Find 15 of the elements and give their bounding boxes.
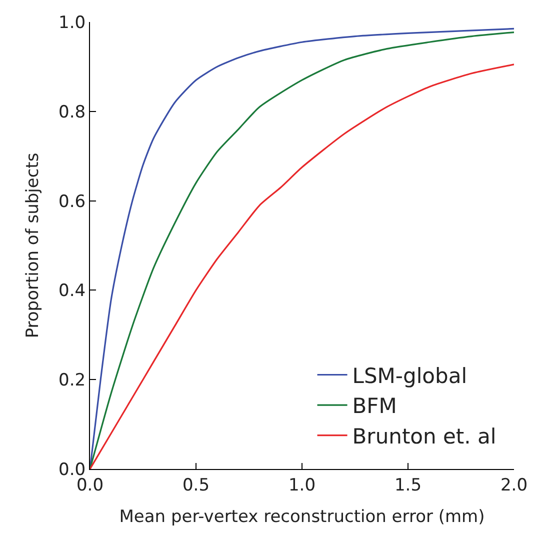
y-axis-title: Proportion of subjects bbox=[23, 152, 44, 338]
y-tick-label: 0.6 bbox=[58, 192, 86, 212]
x-tick-label: 0.0 bbox=[76, 475, 104, 496]
x-tick-label: 0.5 bbox=[182, 475, 210, 496]
y-tick-label: 0.4 bbox=[58, 281, 86, 302]
legend-label: BFM bbox=[352, 394, 397, 418]
y-tick-label: 1.0 bbox=[58, 12, 86, 33]
x-tick-label: 1.5 bbox=[394, 475, 422, 496]
y-tick-label: 0.2 bbox=[58, 370, 86, 391]
x-tick-label: 2.0 bbox=[500, 475, 528, 496]
x-axis-title: Mean per-vertex reconstruction error (mm) bbox=[119, 506, 485, 527]
legend-label: Brunton et. al bbox=[352, 424, 496, 449]
legend-label: LSM-global bbox=[352, 364, 468, 388]
y-tick-label: 0.8 bbox=[58, 102, 86, 122]
x-tick-label: 1.0 bbox=[288, 475, 316, 496]
